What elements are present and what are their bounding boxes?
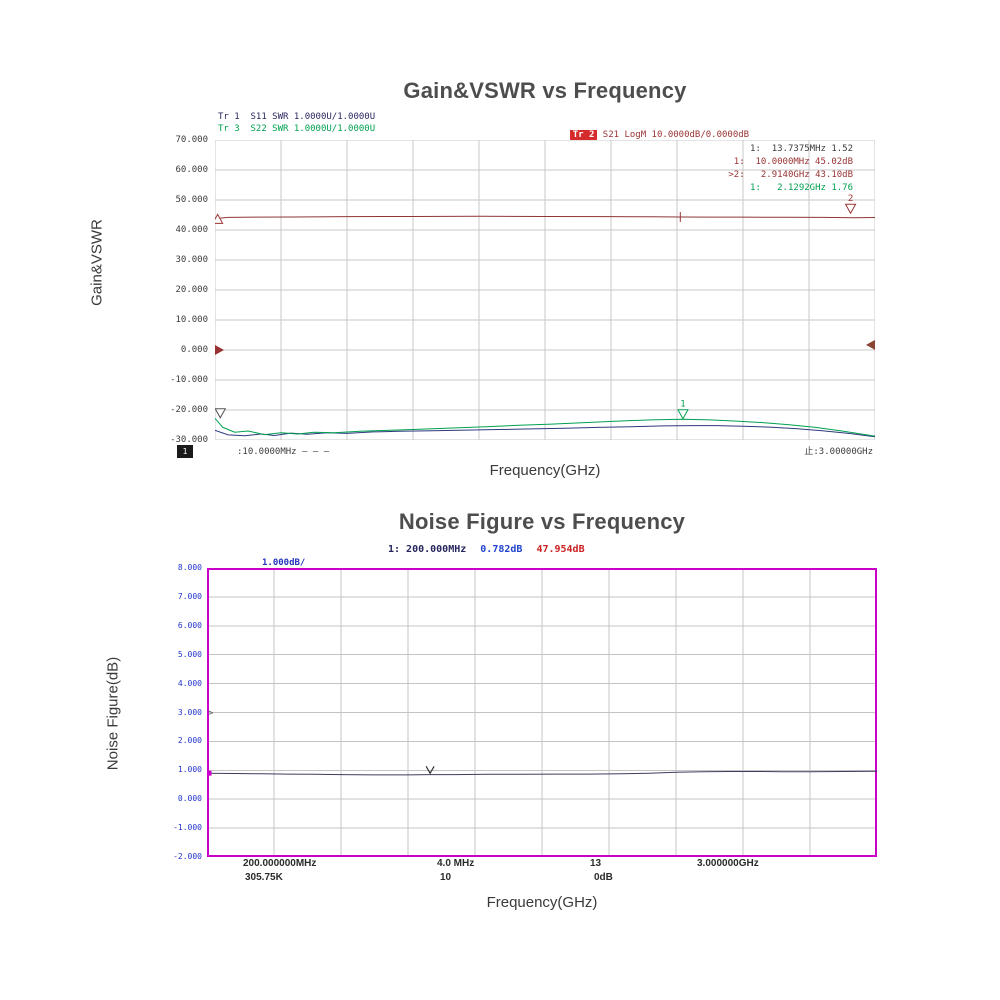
reference-level-marker [866,339,875,350]
gain-marker-readouts: 1: 13.7375MHz 1.52 1: 10.0000MHz 45.02dB >… [653,143,853,195]
s21-gain-trace [215,215,875,220]
marker-triangle-up [215,213,224,224]
marker-triangle-down [677,409,689,420]
noise-plot-svg: > [207,568,877,857]
noise-xtick: 305.75K [245,872,283,883]
noise-xtick-row2: 305.75K 10 0dB [0,872,1000,886]
noise-xtick: 200.000000MHz [243,858,317,869]
y-tick-label: 4.000 [177,678,202,688]
y-tick-label: -2.000 [173,852,202,861]
gain-y-tick-labels: 70.000 60.000 50.000 40.000 30.000 20.000 10.0… [158,135,208,445]
y-tick-label: 5.000 [177,649,202,659]
y-tick-label: 70.000 [175,135,208,145]
y-tick-label: 20.000 [175,285,208,295]
noise-marker-frequency: 1: 200.000MHz [388,544,467,555]
noise-xtick-row1: 200.000000MHz 4.0 MHz 13 3.000000GHz [0,858,1000,872]
noise-xtick: 4.0 MHz [437,858,475,869]
noise-chart-title: Noise Figure vs Frequency [398,509,686,534]
footer-start-frequency: :10.0000MHz — — — [237,447,330,457]
y-tick-label: -1.000 [173,823,202,833]
y-tick-label: 1.000 [177,765,202,775]
marker-number: 2 [848,194,853,204]
tr2-active-tag: Tr 2 [569,130,598,140]
y-tick-label: 0.000 [177,794,202,804]
gain-footer: 1 :10.0000MHz — — — 止:3.00000GHz [177,445,875,458]
noise-xtick: 0dB [594,872,613,883]
marker-arrow-down [425,766,435,775]
y-tick-label: 3.000 [177,707,202,717]
noise-xtick: 10 [440,872,452,883]
noise-figure-trace [207,770,877,776]
noise-plot-area: > [207,568,877,857]
marker-triangle-down [215,408,227,419]
marker-number: 1 [680,400,685,410]
noise-scale-per-div: 1.000dB/ [262,558,306,568]
y-tick-label: 50.000 [175,195,208,205]
noise-y-axis-label: Noise Figure(dB) [104,656,122,771]
trace-legend-line: Tr 1 S11 SWR 1.0000U/1.0000U [218,112,376,122]
marker-readout-line: >2: 2.9140GHz 43.10dB [728,170,853,180]
marker-triangle-down [844,203,857,215]
reference-level-marker [215,345,224,355]
gain-trace-legend-right: Tr 2 S21 LogM 10.0000dB/0.0000dB [548,117,749,153]
marker-readout-line: 1: 2.1292GHz 1.76 [750,183,853,193]
reference-caret: > [208,709,214,719]
gain-x-axis-label: Frequency(GHz) [489,462,601,479]
y-tick-label: 0.000 [180,345,208,355]
noise-marker-readout: 1: 200.000MHz 0.782dB 47.954dB [388,544,585,555]
marker-readout-line: 1: 10.0000MHz 45.02dB [733,157,853,167]
y-tick-label: 60.000 [175,165,208,175]
trace-start-marker [207,770,212,776]
y-tick-label: -20.000 [170,405,208,415]
y-tick-label: 10.000 [175,315,208,325]
noise-x-axis-label: Frequency(GHz) [486,894,598,911]
noise-marker-gain-value: 47.954dB [536,544,585,555]
y-tick-label: 6.000 [177,620,202,630]
marker-readout-line: 1: 13.7375MHz 1.52 [750,144,853,154]
noise-xtick: 13 [590,858,602,869]
gain-y-axis-label: Gain&VSWR [88,219,106,306]
y-tick-label: 2.000 [177,736,202,746]
noise-marker-nf-value: 0.782dB [480,544,523,555]
noise-y-tick-labels: 8.000 7.000 6.000 5.000 4.000 3.000 2.000 1.000… [158,563,202,861]
noise-xtick: 3.000000GHz [697,858,759,869]
y-tick-label: 8.000 [177,563,202,572]
gain-trace-legend-left: Tr 1 S11 SWR 1.0000U/1.0000U Tr 3 S22 SWR… [218,111,375,135]
tr2-trace-label: S21 LogM 10.0000dB/0.0000dB [597,130,750,140]
y-tick-label: 7.000 [177,591,202,601]
plot-border [207,568,877,857]
s11-swr-trace [215,425,875,438]
y-tick-label: 40.000 [175,225,208,235]
trace-legend-line: Tr 3 S22 SWR 1.0000U/1.0000U [218,124,376,134]
y-tick-label: 30.000 [175,255,208,265]
gain-chart-title: Gain&VSWR vs Frequency [403,78,687,103]
footer-marker-box: 1 [177,445,193,458]
s22-swr-trace [215,418,875,437]
y-tick-label: -10.000 [170,375,208,385]
gain-plot-svg: 21 [215,140,875,440]
footer-stop-frequency: 止:3.00000GHz [804,447,873,457]
y-tick-label: -30.000 [170,435,208,445]
